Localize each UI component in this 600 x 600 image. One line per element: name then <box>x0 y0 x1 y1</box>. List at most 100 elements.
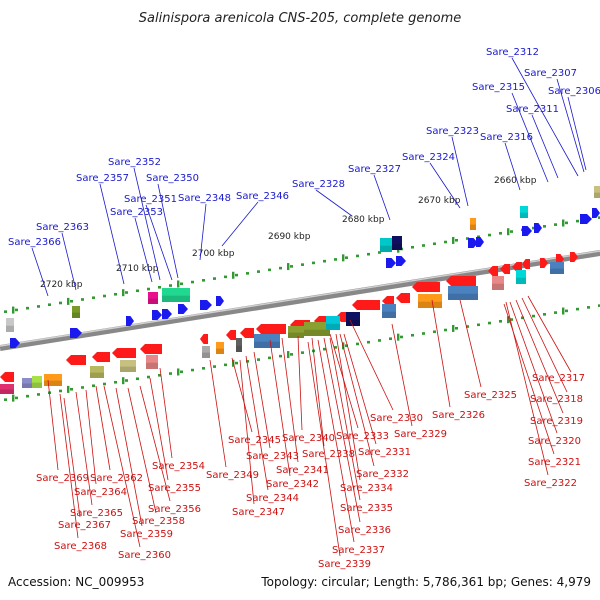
gene-block <box>120 360 136 372</box>
gene-block <box>90 366 104 378</box>
kbp-tick-label: 2670 kbp <box>418 196 461 206</box>
gene-label-upper: Sare_2351 <box>124 194 177 205</box>
leader-line <box>511 57 579 177</box>
gene-block-shade <box>72 312 80 318</box>
reverse-gene-arrow <box>92 352 110 362</box>
gene-label-lower: Sare_2349 <box>206 470 259 481</box>
gene-block <box>550 262 564 274</box>
tick-dot <box>565 221 568 225</box>
tick-dot <box>334 346 337 349</box>
tick-dot <box>191 280 194 284</box>
tick-dot <box>235 361 238 365</box>
tick-dot <box>268 268 271 272</box>
tick-major <box>287 263 290 271</box>
gene-label-lower: Sare_2341 <box>276 465 329 476</box>
tick-dot <box>290 265 293 268</box>
accession-text: Accession: NC_009953 <box>8 575 144 589</box>
tick-dot <box>576 307 579 311</box>
gene-block-shade <box>380 245 392 252</box>
tick-dot <box>510 318 513 321</box>
tick-dot <box>499 232 502 235</box>
tick-major <box>287 351 290 359</box>
tick-dot <box>147 287 150 291</box>
tick-dot <box>488 233 491 237</box>
gene-block-shade <box>90 372 104 378</box>
tick-dot <box>422 332 425 335</box>
gene-block-shade <box>162 295 190 302</box>
tick-dot <box>136 289 139 293</box>
gene-block-shade <box>448 293 478 300</box>
forward-gene-arrow <box>580 214 592 224</box>
forward-gene-arrow <box>592 208 600 218</box>
leader-line <box>349 319 394 411</box>
gene-block <box>162 288 190 302</box>
tick-dot <box>202 279 205 282</box>
gene-block <box>288 326 304 338</box>
reverse-gene-arrow <box>140 344 162 354</box>
gene-label-upper: Sare_2327 <box>348 164 401 175</box>
gene-block-shade <box>492 283 504 290</box>
tick-dot <box>411 333 414 337</box>
leader-line <box>311 337 325 447</box>
tick-dot <box>180 282 183 286</box>
tick-dot <box>400 335 403 339</box>
reverse-gene-arrow <box>512 262 522 272</box>
leader-line <box>239 359 255 505</box>
tick-dot <box>180 370 183 374</box>
gene-block <box>6 318 14 332</box>
forward-gene-arrow <box>476 237 484 247</box>
tick-dot <box>598 304 600 307</box>
tick-dot <box>543 313 546 316</box>
gene-label-lower: Sare_2360 <box>118 550 171 561</box>
tick-dot <box>246 360 249 363</box>
gene-block <box>346 312 360 326</box>
tick-dot <box>114 292 117 296</box>
reverse-gene-arrow <box>500 264 510 274</box>
gene-label-lower: Sare_2362 <box>90 473 143 484</box>
gene-block-shade <box>120 366 136 372</box>
tick-dot <box>279 354 282 358</box>
tick-dot <box>169 284 172 287</box>
forward-gene-arrow <box>126 316 134 326</box>
leader-line <box>159 367 173 459</box>
forward-gene-arrow <box>386 258 396 268</box>
tick-major <box>562 307 565 315</box>
leader-line <box>343 333 377 445</box>
tick-dot <box>554 223 557 226</box>
gene-block <box>22 378 32 388</box>
tick-dot <box>268 356 271 360</box>
kbp-tick-label: 2720 kbp <box>40 280 83 290</box>
gene-label-upper: Sare_2315 <box>472 82 525 93</box>
leader-line <box>373 174 391 221</box>
leader-line <box>317 339 355 543</box>
tick-dot <box>466 237 469 240</box>
tick-dot <box>169 372 172 375</box>
leader-line <box>103 385 141 548</box>
gene-block <box>304 322 330 336</box>
gene-label-lower: Sare_2343 <box>246 451 299 462</box>
tick-dot <box>411 245 414 249</box>
forward-gene-arrow <box>570 252 578 262</box>
leader-line <box>556 78 585 173</box>
gene-label-lower: Sare_2335 <box>340 503 393 514</box>
forward-gene-arrow <box>534 223 542 233</box>
gene-tracks <box>0 186 600 394</box>
gene-label-lower: Sare_2333 <box>336 431 389 442</box>
tick-dot <box>224 363 227 367</box>
gene-label-upper: Sare_2348 <box>178 193 231 204</box>
gene-block-shade <box>304 329 330 336</box>
gene-label-lower: Sare_2317 <box>532 373 585 384</box>
tick-dot <box>433 242 436 246</box>
gene-block-shade <box>470 224 476 230</box>
reverse-gene-arrow <box>226 330 236 340</box>
gene-label-lower: Sare_2354 <box>152 461 205 472</box>
gene-label-lower: Sare_2368 <box>54 541 107 552</box>
tick-dot <box>92 384 95 388</box>
inner-tick-row <box>4 304 600 402</box>
reverse-gene-arrow <box>256 324 286 334</box>
tick-major <box>67 385 70 393</box>
gene-block <box>520 206 528 218</box>
reverse-gene-arrow <box>382 296 394 306</box>
gene-label-lower: Sare_2334 <box>340 483 393 494</box>
feature-block-track <box>0 186 600 394</box>
